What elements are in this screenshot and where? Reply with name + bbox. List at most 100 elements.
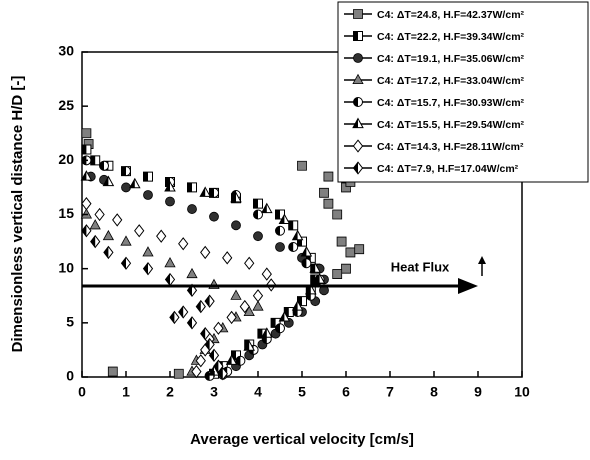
data-point	[213, 359, 224, 373]
data-point	[243, 340, 255, 351]
data-point	[354, 244, 365, 255]
data-point	[107, 366, 118, 377]
data-point	[178, 305, 189, 319]
data-point	[225, 354, 238, 365]
data-point	[178, 237, 189, 251]
data-point	[195, 354, 206, 368]
data-point	[253, 231, 263, 242]
data-point	[89, 219, 101, 230]
data-point	[156, 229, 167, 243]
data-point	[252, 289, 264, 303]
data-point	[80, 208, 93, 219]
data-point	[235, 355, 246, 366]
data-point	[164, 272, 176, 287]
legend-marker	[352, 161, 364, 175]
legend-marker	[352, 117, 364, 129]
data-point	[120, 235, 132, 246]
legend-label: C4: ΔT=14.3, H.F=28.11W/cm²	[377, 141, 524, 153]
data-point	[253, 198, 263, 209]
data-point	[313, 273, 326, 284]
data-point	[278, 213, 291, 225]
legend-marker	[353, 9, 363, 19]
legend-marker	[352, 73, 364, 84]
x-tick-label: 4	[254, 384, 262, 400]
data-point	[323, 171, 334, 182]
data-point	[164, 180, 176, 192]
y-tick-label: 25	[58, 97, 74, 113]
y-tick-label: 15	[58, 205, 74, 221]
legend-entries: C4: ΔT=24.8, H.F=42.37W/cm² C4: ΔT=22.2, …	[344, 9, 525, 175]
data-point	[143, 171, 153, 182]
data-point	[143, 190, 153, 200]
x-tick-label: 0	[78, 384, 86, 400]
data-point	[199, 186, 211, 197]
data-point	[345, 247, 356, 258]
data-point	[195, 299, 206, 314]
data-point	[81, 128, 92, 139]
data-point	[164, 257, 176, 268]
data-point	[252, 209, 264, 220]
data-point	[261, 202, 273, 214]
data-point	[217, 367, 228, 381]
plot-area	[80, 128, 365, 381]
data-point	[102, 175, 115, 187]
data-point	[274, 225, 286, 236]
y-axis-label: Dimensionless vertical distance H/D [-]	[9, 76, 26, 353]
data-point	[165, 196, 175, 207]
y-tick-label: 5	[66, 314, 74, 330]
data-point	[200, 326, 211, 341]
x-tick-label: 5	[298, 384, 306, 400]
data-point	[230, 191, 242, 203]
annotation: Heat Flux	[391, 259, 450, 274]
heat-flux-arrow	[82, 256, 486, 294]
data-point	[213, 321, 224, 335]
data-point	[230, 289, 242, 300]
legend-label: C4: ΔT=17.2, H.F=33.04W/cm²	[377, 75, 525, 87]
y-tick-label: 10	[58, 259, 74, 275]
data-point	[187, 182, 197, 193]
legend-label: C4: ΔT=24.8, H.F=42.37W/cm²	[377, 9, 525, 21]
data-point	[186, 316, 198, 330]
data-point	[231, 220, 241, 231]
data-point	[90, 234, 101, 249]
data-point	[332, 209, 343, 220]
data-point	[288, 242, 299, 252]
data-point	[98, 160, 110, 171]
data-point	[169, 310, 180, 325]
data-point	[332, 269, 343, 279]
data-point	[222, 251, 233, 265]
data-point	[142, 261, 154, 276]
data-point	[243, 305, 255, 316]
legend-marker	[353, 53, 363, 63]
data-point	[261, 267, 272, 281]
x-tick-label: 3	[210, 384, 218, 400]
data-point	[278, 310, 291, 322]
data-point	[208, 187, 220, 198]
data-point	[239, 299, 250, 314]
data-point	[261, 327, 273, 338]
data-point	[297, 160, 307, 171]
legend-label: C4: ΔT=15.5, H.F=29.54W/cm²	[377, 119, 525, 131]
legend-marker	[353, 31, 363, 41]
x-tick-label: 7	[386, 384, 394, 400]
data-point	[112, 213, 123, 227]
data-point	[81, 224, 92, 238]
y-tick-label: 30	[58, 43, 74, 59]
data-point	[191, 364, 202, 379]
data-point	[102, 229, 115, 241]
data-point	[309, 262, 321, 273]
data-point	[173, 368, 184, 379]
x-tick-label: 6	[342, 384, 350, 400]
data-point	[301, 258, 312, 269]
x-axis-label: Average vertical velocity [cm/s]	[190, 431, 414, 448]
data-point	[120, 166, 132, 177]
data-point	[244, 256, 255, 270]
legend-label: C4: ΔT=19.1, H.F=35.06W/cm²	[377, 53, 525, 65]
x-tick-label: 8	[430, 384, 438, 400]
legend-marker	[352, 139, 364, 153]
x-tick-label: 10	[514, 384, 530, 400]
data-point	[94, 207, 105, 222]
x-tick-label: 1	[122, 384, 130, 400]
data-point	[187, 204, 197, 214]
legend-label: C4: ΔT=22.2, H.F=39.34W/cm²	[377, 31, 525, 43]
